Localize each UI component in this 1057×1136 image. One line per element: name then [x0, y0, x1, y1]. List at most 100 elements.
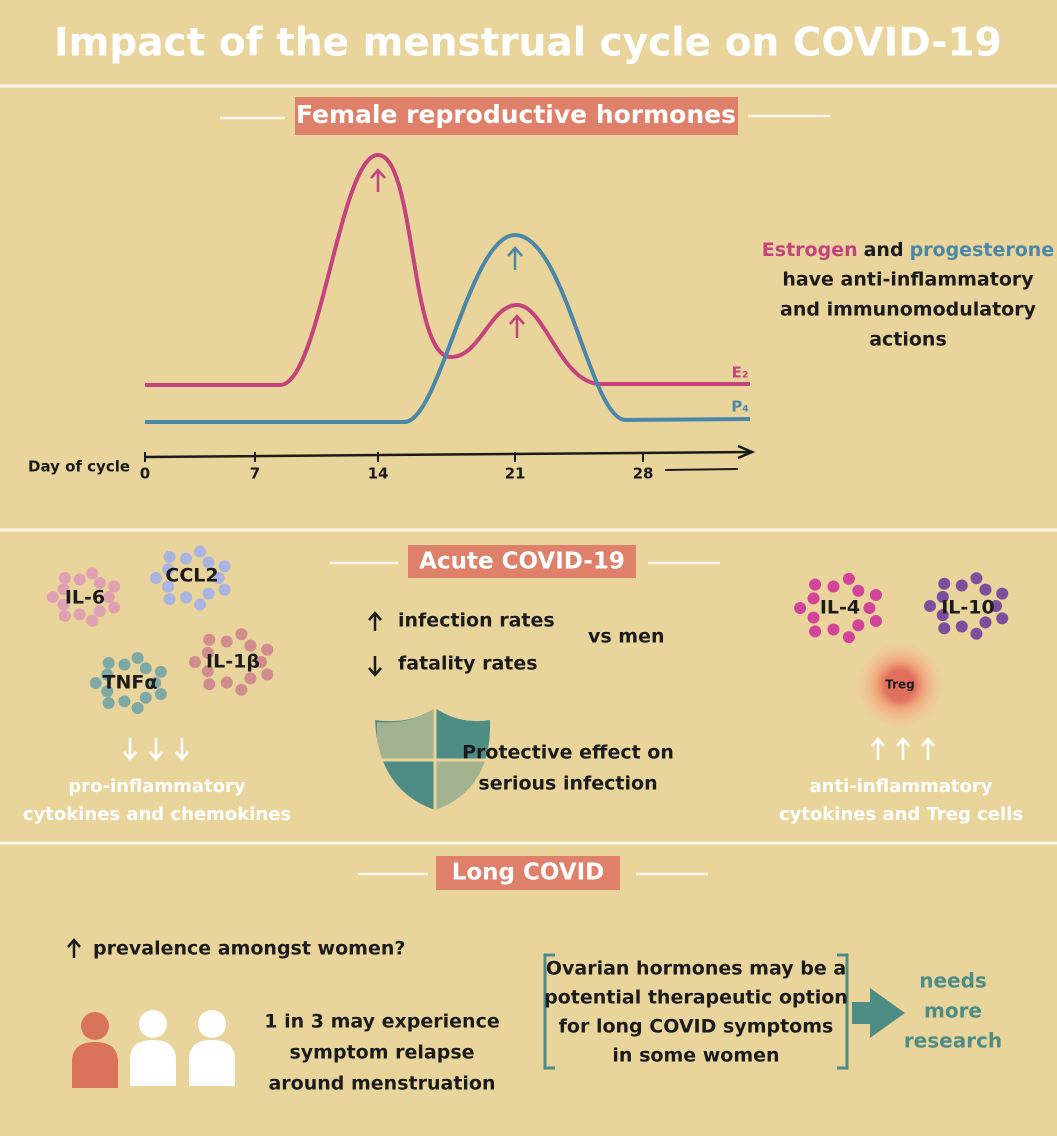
tick-label: 21 [505, 465, 526, 483]
cytokine-dot [235, 684, 247, 696]
person-head [198, 1010, 226, 1038]
cytokine-dot [996, 588, 1008, 600]
cytokine-dot [244, 672, 256, 684]
cytokine-dot [132, 652, 144, 664]
people [72, 1010, 235, 1088]
cytokine-dot [203, 588, 215, 600]
tick-label: 14 [368, 465, 389, 483]
research-text: needs [919, 969, 987, 993]
therapy-text: for long COVID symptoms [559, 1016, 834, 1038]
cytokine-dot [59, 610, 71, 622]
rate-text: infection rates [398, 610, 555, 632]
cytokine-dot [86, 615, 98, 627]
cytokine-dot [103, 697, 115, 709]
person-body [189, 1040, 235, 1086]
cytokine-dot [108, 580, 120, 592]
relapse-text: 1 in 3 may experience [264, 1011, 499, 1033]
cytokine-dot [194, 598, 206, 610]
caption: anti-inflammatory [810, 776, 993, 797]
curve-label: E₂ [732, 364, 749, 382]
comparison: vs men [588, 626, 665, 648]
person-head [139, 1010, 167, 1038]
person-body [72, 1042, 118, 1088]
cytokine-dot [203, 678, 215, 690]
section-heading: Long COVID [452, 860, 605, 886]
cytokine-dot [924, 600, 936, 612]
section-heading: Female reproductive hormones [296, 100, 736, 129]
cytokine-label: IL-4 [820, 597, 860, 619]
cytokine-dot [189, 656, 201, 668]
cytokine-dot [132, 702, 144, 714]
relapse-text: symptom relapse [289, 1042, 474, 1064]
cytokine-dot [979, 584, 991, 596]
cytokine-dot [59, 572, 71, 584]
cytokine-dot [852, 619, 864, 631]
cytokine-dot [219, 584, 231, 596]
cytokine-dot [150, 572, 162, 584]
progesterone-word: progesterone [910, 239, 1055, 261]
title: Impact of the menstrual cycle on COVID-1… [54, 21, 1002, 66]
cytokine-dot [221, 636, 233, 648]
cytokine-dot [203, 634, 215, 646]
cytokine-dot [827, 623, 839, 635]
cytokine-dot [235, 628, 247, 640]
cytokine-dot [970, 572, 982, 584]
cytokine-dot [808, 612, 820, 624]
cytokine-dot [852, 585, 864, 597]
protective-text: serious infection [478, 773, 657, 795]
cytokine-dot [863, 602, 875, 614]
cytokine-label: IL-1β [206, 651, 260, 673]
cytokine-dot [163, 551, 175, 563]
protective-text: Protective effect on [462, 742, 674, 764]
cytokine-dot [843, 631, 855, 643]
cytokine-dot [163, 593, 175, 605]
rate-text: fatality rates [398, 653, 538, 675]
section-heading: Acute COVID-19 [419, 549, 625, 575]
cytokine-label: IL-10 [941, 597, 995, 619]
cytokine-dot [938, 622, 950, 634]
curve-label: P₄ [731, 398, 749, 416]
cytokine-dot [194, 546, 206, 558]
person-body [130, 1040, 176, 1086]
cytokine-dot [827, 581, 839, 593]
hormone-note: and immunomodulatory [780, 299, 1037, 321]
cytokine-dot [180, 591, 192, 603]
cytokine-dot [808, 592, 820, 604]
hormone-note: actions [869, 329, 947, 351]
research-text: more [924, 999, 982, 1023]
infographic: Impact of the menstrual cycle on COVID-1… [0, 0, 1057, 1136]
cytokine-dot [870, 615, 882, 627]
cytokine-dot [118, 659, 130, 671]
cytokine-dot [47, 591, 59, 603]
research-text: research [904, 1029, 1002, 1053]
cytokine-dot [86, 567, 98, 579]
axis-arrow [665, 469, 738, 470]
cytokine-dot [140, 692, 152, 704]
cytokine-dot [261, 668, 273, 680]
cytokine-dot [843, 573, 855, 585]
cytokine-dot [261, 644, 273, 656]
relapse-text: around menstruation [268, 1073, 495, 1095]
caption: cytokines and chemokines [23, 804, 291, 825]
cytokine-dot [74, 574, 86, 586]
person-head [81, 1012, 109, 1040]
cytokine-dot [219, 560, 231, 572]
cytokine-dot [90, 677, 102, 689]
cytokine-dot [103, 657, 115, 669]
cytokine-label: CCL2 [165, 565, 218, 587]
cytokine-dot [180, 553, 192, 565]
cytokine-dot [938, 578, 950, 590]
estrogen-word: Estrogen [762, 239, 858, 261]
and-word: and [864, 239, 904, 261]
cytokine-label: TNFα [103, 672, 158, 694]
caption: cytokines and Treg cells [779, 804, 1023, 825]
cytokine-dot [956, 620, 968, 632]
cytokine-dot [108, 602, 120, 614]
cytokine-dot [870, 589, 882, 601]
treg-label: Treg [885, 678, 915, 692]
caption: pro-inflammatory [68, 776, 246, 797]
cytokine-label: IL-6 [65, 587, 105, 609]
cytokine-dot [221, 676, 233, 688]
axis-label: Day of cycle [28, 458, 130, 476]
tick-label: 28 [633, 465, 654, 483]
